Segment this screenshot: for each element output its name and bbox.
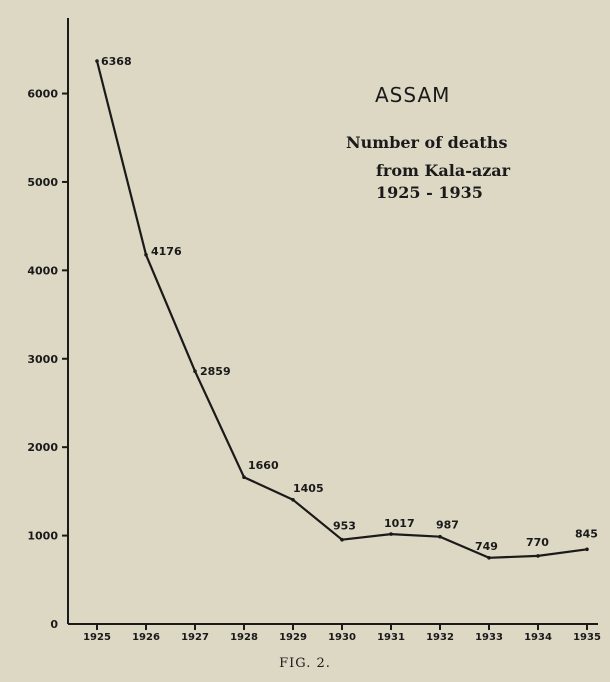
x-tick-label: 1934 — [524, 632, 552, 643]
data-label: 749 — [475, 540, 498, 553]
data-label: 987 — [436, 519, 459, 532]
chart-subtitle-line-1: Number of deaths — [346, 133, 507, 152]
data-point — [193, 369, 197, 374]
data-label: 770 — [526, 536, 549, 549]
figure-caption: FIG. 2. — [279, 656, 331, 671]
x-tick-label: 1932 — [426, 632, 454, 643]
data-label: 845 — [575, 527, 598, 540]
x-tick-label: 1935 — [573, 632, 601, 643]
data-point — [242, 475, 246, 480]
data-label: 953 — [333, 520, 356, 533]
y-tick-label: 2000 — [27, 441, 58, 454]
data-point — [95, 59, 99, 63]
data-label: 1405 — [293, 482, 324, 495]
data-label: 2859 — [200, 365, 231, 378]
chart-subtitle-line-2: from Kala-azar — [376, 161, 511, 180]
y-tick-label: 0 — [50, 618, 58, 631]
x-axis-ticks: 1925 1926 1927 1928 1929 1930 1931 1932 1933 1934… — [83, 624, 601, 643]
y-tick-label: 4000 — [27, 264, 58, 277]
x-tick-label: 1929 — [279, 632, 307, 643]
data-point — [144, 253, 148, 257]
data-point — [536, 554, 540, 558]
y-axis-ticks: 0 1000 2000 3000 4000 5000 6000 — [27, 88, 68, 631]
x-tick-label: 1931 — [377, 632, 405, 643]
data-label: 4176 — [151, 245, 182, 258]
series-line — [95, 60, 588, 559]
data-point — [438, 534, 442, 539]
axes — [67, 18, 598, 625]
data-labels: 6368 4176 2859 1660 1405 953 1017 987 749 770 845 — [101, 55, 598, 553]
x-tick-label: 1930 — [328, 632, 356, 643]
data-point — [340, 537, 344, 542]
chart-title: ASSAM — [375, 83, 450, 107]
data-point — [291, 498, 295, 502]
data-label: 1017 — [384, 517, 415, 530]
y-tick-label: 6000 — [27, 88, 58, 101]
x-tick-label: 1925 — [83, 632, 111, 643]
data-point — [389, 532, 393, 536]
data-point — [487, 556, 491, 560]
y-tick-label: 5000 — [27, 176, 58, 189]
x-tick-label: 1926 — [132, 632, 160, 643]
series — [95, 59, 589, 560]
y-tick-label: 3000 — [27, 353, 58, 366]
y-tick-label: 1000 — [27, 530, 58, 543]
x-tick-label: 1933 — [475, 632, 503, 643]
data-label: 6368 — [101, 55, 132, 68]
data-label: 1660 — [248, 459, 279, 472]
chart-subtitle-line-3: 1925 - 1935 — [376, 183, 483, 202]
x-tick-label: 1927 — [181, 632, 209, 643]
data-point — [585, 547, 589, 552]
x-tick-label: 1928 — [230, 632, 258, 643]
